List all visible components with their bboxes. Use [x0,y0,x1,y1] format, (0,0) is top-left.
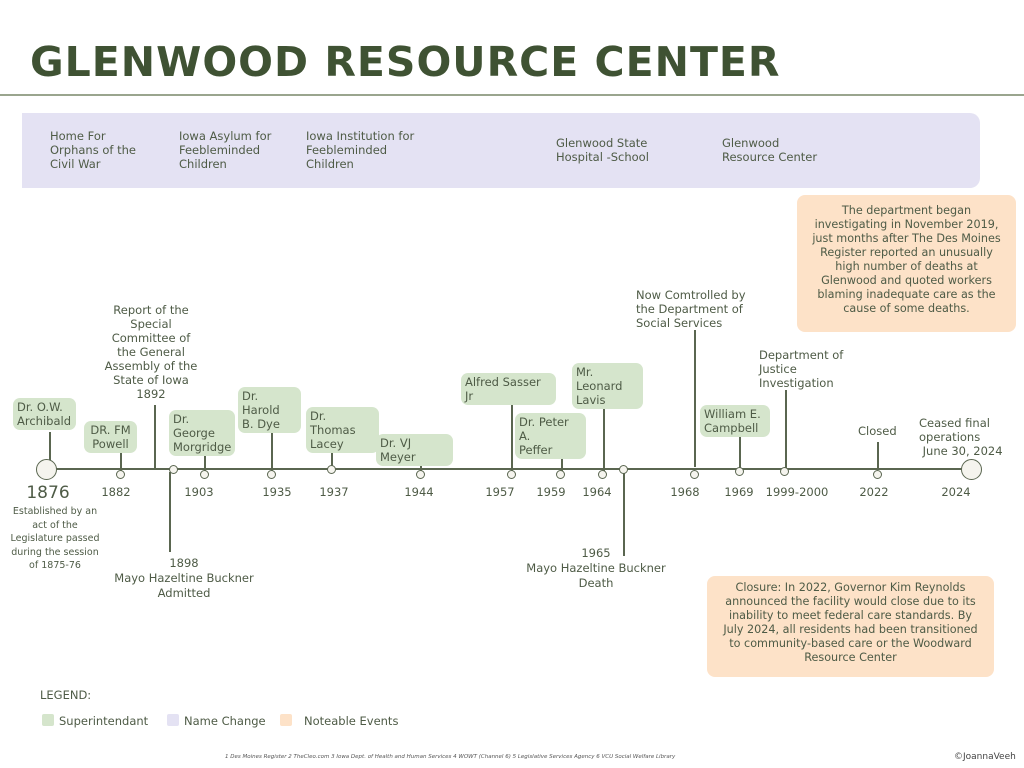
superintendent-dye: Dr. Harold B. Dye [238,387,301,433]
year-label: 1876 [26,483,70,503]
superintendent-archibald: Dr. O.W. Archibald [13,398,76,430]
name-change-2: Iowa Asylum for Feebleminded Children [179,129,272,171]
legend-heading: LEGEND: [40,688,92,702]
timeline-marker [690,470,699,479]
year-label: 1944 [404,485,434,499]
stem [204,443,206,471]
year-label: 1964 [582,485,612,499]
year-label: 2024 [941,485,971,499]
year-label: 1935 [262,485,292,499]
stem [785,390,787,468]
year-label: 1969 [724,485,754,499]
superintendent-lacey: Dr. Thomas Lacey [306,407,379,453]
superintendent-peffer: Dr. Peter A. Peffer [515,413,586,459]
superintendent-powell: DR. FM Powell [84,421,137,453]
timeline-marker [507,470,516,479]
timeline-marker [267,470,276,479]
name-change-band [22,113,980,188]
stem [511,392,513,471]
legend-label: Noteable Events [304,714,399,728]
stem [603,394,605,471]
year-label: 2022 [859,485,889,499]
year-label: 1957 [485,485,515,499]
stem [877,442,879,470]
name-change-1: Home For Orphans of the Civil War [50,129,136,171]
sources-footer: 1 Des Moines Register 2 TheCleo.com 3 Io… [225,754,676,760]
superintendent-meyer: Dr. VJ Meyer [376,434,453,466]
year-label: 1959 [536,485,566,499]
superintendent-morgridge: Dr. George Morgridge [169,410,235,456]
event-established: Established by an act of the Legislature… [10,506,100,571]
event-ceased: Ceased final operations June 30, 2024 [919,416,1003,458]
title-divider [0,94,1024,96]
stem [169,472,171,552]
stem [331,440,333,466]
stem [739,436,741,468]
event-closed: Closed [858,424,897,438]
event-report: Report of the Special Committee of the G… [104,303,198,401]
stem [694,330,696,467]
timeline-marker [735,467,744,476]
timeline-marker [873,470,882,479]
stem [120,453,122,471]
year-label: 1882 [101,485,131,499]
timeline-end-marker [961,459,982,480]
timeline-marker [780,467,789,476]
year-label: 1937 [319,485,349,499]
event-justice: Department of Justice Investigation [759,348,844,390]
stem [623,472,625,556]
stem [271,419,273,471]
legend-label: Name Change [184,714,266,728]
name-change-4: Glenwood State Hospital -School [556,136,649,164]
legend-swatch-superintendant [42,714,54,726]
superintendent-lavis: Mr. Leonard Lavis [572,363,643,409]
stem [154,405,156,469]
year-label: 1968 [670,485,700,499]
timeline-marker [116,470,125,479]
legend-swatch-notable-events [280,714,292,726]
notable-event-closure: Closure: In 2022, Governor Kim Reynolds … [707,576,994,677]
notable-event-investigation: The department began investigating in No… [797,195,1016,332]
event-controlled: Now Comtrolled by the Department of Soci… [636,288,746,330]
year-label: 1903 [184,485,214,499]
event-death: 1965 Mayo Hazeltine Buckner Death [526,546,666,590]
name-change-3: Iowa Institution for Feebleminded Childr… [306,129,415,171]
timeline-marker [169,465,178,474]
timeline-marker [598,470,607,479]
timeline-axis [46,468,971,470]
stem [49,432,51,462]
timeline-marker [200,470,209,479]
year-label: 1999-2000 [765,485,829,499]
name-change-5: Glenwood Resource Center [722,136,818,164]
page-title: GLENWOOD RESOURCE CENTER [30,38,781,86]
timeline-marker [619,465,628,474]
superintendent-sasser: Alfred Sasser Jr [461,373,556,405]
legend-label: Superintendant [59,714,149,728]
timeline-marker [556,470,565,479]
superintendent-campbell: William E. Campbell [700,405,770,437]
timeline-marker [416,470,425,479]
timeline-start-marker [36,459,57,480]
legend-swatch-name-change [167,714,179,726]
credit: ©JoannaVeeh [954,752,1016,762]
timeline-marker [327,465,336,474]
event-admitted: 1898 Mayo Hazeltine Buckner Admitted [114,556,254,600]
